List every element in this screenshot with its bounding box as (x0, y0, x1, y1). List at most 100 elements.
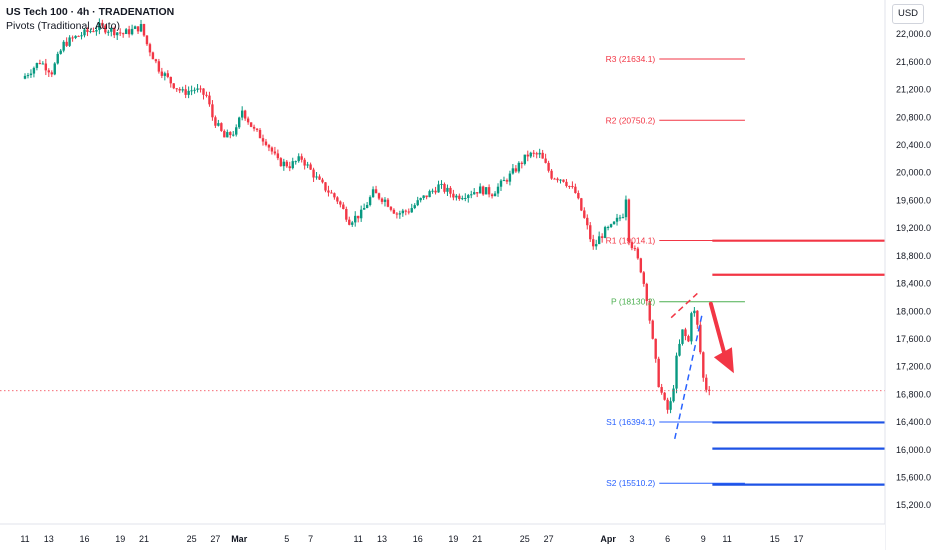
candle-body (95, 29, 98, 32)
candle-body (449, 187, 452, 194)
candle-body (291, 161, 294, 169)
candle-body (681, 329, 684, 344)
candle-body (639, 258, 643, 273)
y-tick-label: 17,600.0 (896, 334, 931, 344)
candle-body (541, 152, 544, 159)
candle-body (71, 37, 74, 39)
pivot-label-p: P (18130.2) (611, 297, 655, 307)
candle-body (559, 179, 562, 181)
candle-body (371, 189, 375, 198)
indicator-label[interactable]: Pivots (Traditional, Auto) (6, 20, 120, 32)
candle-body (285, 161, 288, 167)
candle-body (279, 158, 283, 167)
currency-button[interactable]: USD (892, 4, 924, 24)
candle-body (220, 123, 223, 131)
candle-body (687, 336, 690, 342)
candle-body (422, 195, 425, 199)
candle-body (342, 204, 345, 209)
candle-body (547, 162, 550, 171)
y-tick-label: 16,000.0 (896, 445, 931, 455)
candle-body (702, 352, 705, 378)
candle-body (107, 31, 110, 33)
candle-body (145, 35, 149, 45)
candle-body (205, 94, 208, 96)
candle-body (380, 198, 384, 202)
y-tick-label: 20,800.0 (896, 112, 931, 122)
candle-body (121, 33, 125, 35)
candle-body (139, 24, 143, 32)
candle-body (618, 217, 622, 219)
x-tick-label: Mar (231, 534, 248, 544)
candle-body (77, 35, 80, 37)
candle-body (603, 227, 607, 238)
candle-body (127, 29, 131, 35)
candle-body (229, 132, 232, 136)
candle-body (526, 154, 529, 157)
candle-body (419, 198, 422, 201)
candle-body (163, 73, 167, 76)
candle-body (98, 22, 101, 30)
candle-body (217, 123, 220, 126)
candle-body (511, 168, 515, 174)
x-tick-label: 5 (284, 534, 289, 544)
candle-body (130, 28, 134, 35)
candle-body (101, 22, 104, 26)
y-tick-label: 18,400.0 (896, 279, 931, 289)
arrow-shaft (708, 301, 728, 362)
candle-body (499, 180, 503, 187)
candle-body (309, 164, 312, 170)
candle-body (660, 387, 663, 393)
x-tick-label: 19 (115, 534, 125, 544)
candle-body (252, 126, 256, 129)
x-tick-label: 6 (665, 534, 670, 544)
candle-body (354, 215, 357, 223)
candle-body (83, 29, 86, 36)
candle-body (562, 179, 565, 182)
candle-body (261, 138, 265, 142)
candle-body (178, 89, 181, 91)
candle-body (351, 222, 354, 225)
candle-body (571, 185, 574, 187)
candle-body (410, 208, 413, 213)
candle-body (633, 248, 637, 250)
candle-body (684, 329, 687, 337)
candle-body (202, 88, 205, 95)
candle-body (428, 191, 431, 198)
chart-header: US Tech 100 · 4h · TRADENATION Pivots (T… (6, 5, 174, 33)
candle-body (214, 117, 217, 126)
candle-body (529, 152, 532, 157)
candle-body (517, 162, 521, 172)
candle-body (116, 32, 119, 36)
candle-body (270, 147, 274, 152)
candle-body (612, 221, 616, 225)
candle-body (386, 199, 390, 207)
candle-body (339, 201, 342, 205)
symbol-title[interactable]: US Tech 100 · 4h · TRADENATION (6, 6, 175, 18)
x-tick-label: 16 (413, 534, 423, 544)
candle-body (297, 156, 300, 162)
x-tick-label: 16 (79, 534, 89, 544)
candle-body (392, 209, 396, 214)
candle-body (300, 156, 303, 160)
pivot-label-r3: R3 (21634.1) (606, 54, 656, 64)
price-axis (885, 0, 932, 550)
candle-body (577, 192, 580, 199)
candle-body (600, 236, 604, 238)
candle-body (583, 210, 586, 218)
candle-body (172, 83, 175, 89)
candle-body (273, 151, 277, 154)
candle-body (312, 169, 315, 178)
candle-body (431, 190, 434, 192)
candle-body (458, 195, 461, 199)
candle-body (133, 26, 137, 29)
candle-body (306, 164, 309, 166)
candle-body (238, 117, 241, 128)
candle-body (348, 219, 351, 225)
candle-body (193, 89, 196, 91)
candle-body (26, 75, 30, 77)
y-tick-label: 15,600.0 (896, 472, 931, 482)
candle-body (258, 129, 262, 139)
candle-body (520, 162, 524, 164)
